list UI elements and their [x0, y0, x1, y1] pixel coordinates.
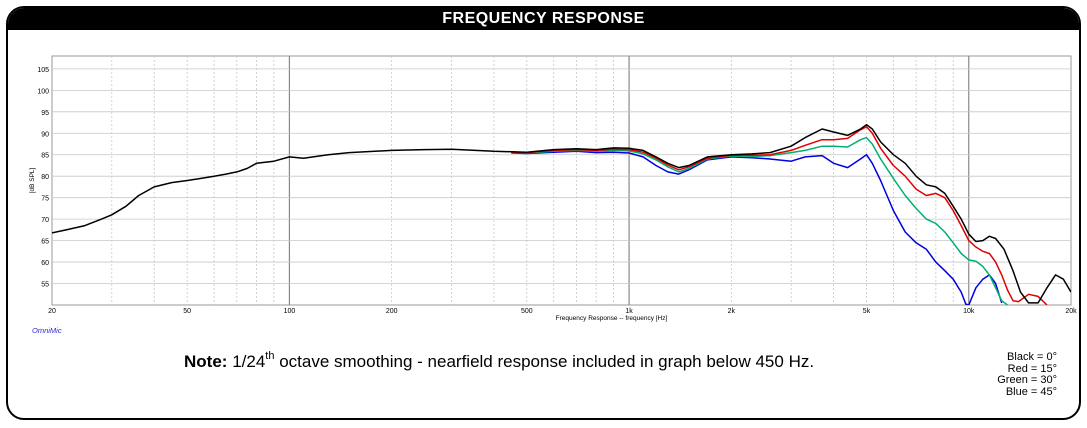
series-line-0 — [52, 123, 1071, 304]
y-tick-label: 65 — [41, 239, 49, 246]
y-tick-label: 90 — [41, 131, 49, 138]
y-tick-label: 85 — [41, 153, 49, 160]
series-line-2 — [511, 136, 1008, 305]
x-tick-label: 500 — [521, 308, 533, 315]
legend: Black = 0° Red = 15° Green = 30° Blue = … — [997, 351, 1057, 398]
x-axis-label: Frequency Response -- frequency [Hz] — [556, 315, 668, 322]
y-tick-label: 55 — [41, 282, 49, 289]
x-tick-label: 1k — [625, 308, 633, 315]
x-tick-label: 2k — [728, 308, 736, 315]
x-tick-label: 20 — [48, 308, 56, 315]
note-superscript: th — [265, 350, 275, 362]
x-tick-label: 20k — [1065, 308, 1077, 315]
y-tick-label: 75 — [41, 196, 49, 203]
legend-entry-blue: Blue = 45° — [1005, 385, 1057, 398]
plot-area — [51, 55, 1072, 306]
y-tick-label: 70 — [41, 217, 49, 224]
watermark-text: OmniMic — [32, 326, 62, 335]
y-tick-label: 105 — [37, 67, 49, 74]
y-tick-label: 80 — [41, 174, 49, 181]
x-tick-label: 50 — [183, 308, 191, 315]
y-axis-label: [dB SPL] — [29, 167, 36, 193]
note-suffix: octave smoothing - nearfield response in… — [274, 352, 815, 371]
y-tick-label: 100 — [37, 88, 49, 95]
legend-entry-black: Black = 0° — [1007, 351, 1057, 363]
note-label: Note: — [184, 352, 228, 371]
y-tick-label: 60 — [41, 260, 49, 267]
note-text: Note: 1/24th octave smoothing - nearfiel… — [184, 350, 815, 372]
series-line-1 — [511, 126, 1048, 305]
x-tick-label: 100 — [284, 308, 296, 315]
x-tick-label: 5k — [863, 308, 871, 315]
legend-entry-green: Green = 30° — [997, 374, 1057, 386]
series-line-3 — [511, 150, 1003, 305]
note-prefix: 1/24 — [232, 352, 266, 371]
x-tick-label: 10k — [963, 308, 975, 315]
x-tick-label: 200 — [386, 308, 398, 315]
y-tick-label: 95 — [41, 110, 49, 117]
chart-title: FREQUENCY RESPONSE — [8, 8, 1079, 30]
legend-entry-red: Red = 15° — [1007, 362, 1057, 375]
